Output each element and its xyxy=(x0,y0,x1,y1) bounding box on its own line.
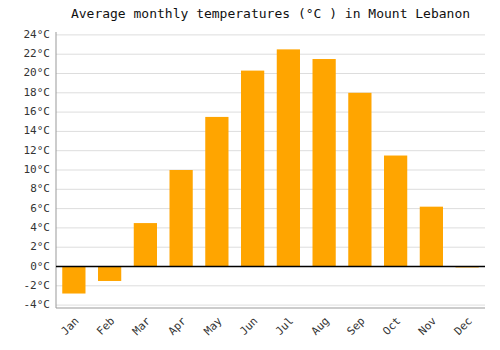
title: Average monthly temperatures (°C ) in Mo… xyxy=(71,6,470,21)
bar xyxy=(98,267,121,281)
x-tick-label: Oct xyxy=(380,315,403,338)
y-tick-label: 20°C xyxy=(24,66,51,79)
grid-line xyxy=(56,34,485,35)
bar xyxy=(313,59,336,266)
grid-line xyxy=(56,73,485,74)
grid-line xyxy=(56,285,485,286)
grid-line xyxy=(56,189,485,190)
y-tick-label: 18°C xyxy=(24,86,51,99)
y-tick-label: 2°C xyxy=(30,240,50,253)
bar xyxy=(205,117,228,267)
chart-container: -4°C -2°C 0°C 2°C 4°C 6°C 8°C 10°C 12°C 14°C 16°C 1… xyxy=(0,0,500,350)
x-tick-label: Jun xyxy=(237,315,260,338)
y-tick-label: 14°C xyxy=(24,124,51,137)
grid-line xyxy=(56,266,485,267)
zero-line xyxy=(56,266,485,268)
x-axis-line xyxy=(56,308,485,309)
x-tick-label: Jan xyxy=(58,315,81,338)
x-tick-label: Sep xyxy=(344,315,367,338)
y-tick-label: 22°C xyxy=(24,47,51,60)
x-tick-label: May xyxy=(201,314,225,338)
bar xyxy=(170,170,193,267)
y-tick-label: 0°C xyxy=(30,260,50,273)
y-tick-label: 12°C xyxy=(24,144,51,157)
bar xyxy=(384,156,407,267)
grid-line xyxy=(56,54,485,55)
x-tick-label: Apr xyxy=(166,314,190,338)
bar xyxy=(420,207,443,267)
page: {"chart_data": {"type": "bar", "title": … xyxy=(0,0,500,350)
y-tick-label: 24°C xyxy=(24,28,51,41)
bars xyxy=(62,49,478,293)
y-tick-label: -2°C xyxy=(24,279,51,292)
y-tick-label: 6°C xyxy=(30,202,50,215)
x-tick-label: Mar xyxy=(130,314,154,338)
bar xyxy=(241,71,264,267)
grid-line xyxy=(56,305,485,306)
y-tick-label: 8°C xyxy=(30,182,50,195)
x-tick-label: Dec xyxy=(452,315,475,338)
x-tick-label: Nov xyxy=(416,314,440,338)
x-tick-label: Aug xyxy=(309,315,332,338)
grid-line xyxy=(56,150,485,151)
bar xyxy=(348,93,371,267)
chart-svg: -4°C -2°C 0°C 2°C 4°C 6°C 8°C 10°C 12°C 14°C 16°C 1… xyxy=(0,0,500,350)
x-tick-label: Jul xyxy=(273,315,296,338)
y-ticks: -4°C -2°C 0°C 2°C 4°C 6°C 8°C 10°C 12°C 14°C 16°C 1… xyxy=(24,28,51,311)
bar xyxy=(62,267,85,294)
y-tick-label: 10°C xyxy=(24,163,51,176)
grid-line xyxy=(56,112,485,113)
grid xyxy=(56,35,485,305)
y-tick-label: 16°C xyxy=(24,105,51,118)
grid-line xyxy=(56,170,485,171)
x-tick-label: Feb xyxy=(94,315,117,338)
grid-line xyxy=(56,92,485,93)
grid-line xyxy=(56,131,485,132)
bar xyxy=(277,49,300,266)
y-tick-label: 4°C xyxy=(30,221,50,234)
bar xyxy=(134,223,157,266)
y-tick-label: -4°C xyxy=(24,298,51,311)
x-ticks: Jan Feb Mar Apr May Jun Jul Aug Sep Oct Nov Dec xyxy=(58,314,474,338)
